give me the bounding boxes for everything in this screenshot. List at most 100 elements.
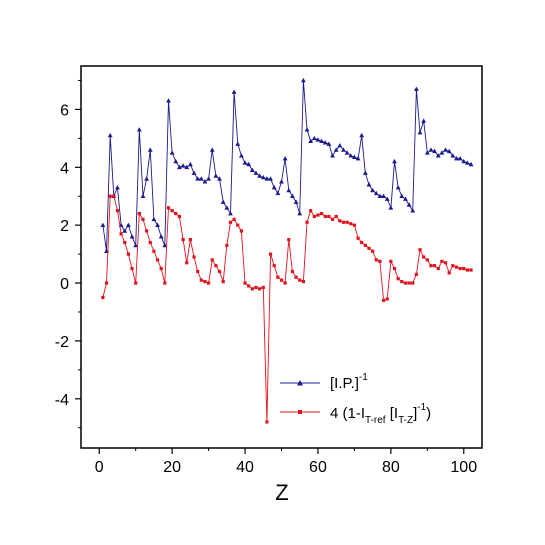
data-point <box>384 196 390 201</box>
data-point <box>414 272 418 276</box>
data-point <box>312 214 316 219</box>
data-point <box>276 275 280 279</box>
y-tick-label: 6 <box>60 102 69 119</box>
data-point <box>311 135 317 141</box>
data-point <box>465 268 470 272</box>
data-point <box>388 205 394 210</box>
data-point <box>359 132 365 138</box>
data-point <box>202 179 208 184</box>
data-point <box>330 153 335 158</box>
data-point <box>159 266 163 271</box>
data-point <box>217 269 222 274</box>
data-point <box>392 266 397 271</box>
legend-marker-triangle <box>297 380 303 386</box>
data-point <box>300 77 306 83</box>
data-point <box>374 258 378 262</box>
data-point <box>392 158 397 164</box>
data-point <box>439 150 445 155</box>
data-point <box>363 243 367 248</box>
data-point <box>199 278 203 282</box>
data-point <box>235 141 241 146</box>
data-point <box>206 281 211 285</box>
data-point <box>174 211 178 216</box>
data-point <box>407 281 411 285</box>
data-point <box>271 184 277 190</box>
data-point <box>181 238 185 242</box>
data-point <box>457 156 463 161</box>
data-point <box>243 281 247 285</box>
data-point <box>112 194 116 198</box>
data-point <box>424 150 430 155</box>
y-tick-label: 4 <box>60 160 69 177</box>
data-point <box>283 281 287 285</box>
data-point <box>155 258 160 262</box>
data-point <box>341 147 346 152</box>
data-point <box>254 285 258 289</box>
data-point <box>323 214 327 219</box>
data-point <box>173 158 179 164</box>
data-point <box>458 266 462 271</box>
data-point <box>366 182 372 187</box>
data-point <box>210 258 214 262</box>
data-point <box>180 163 186 168</box>
data-point <box>421 118 427 123</box>
data-point <box>465 160 470 165</box>
data-point <box>232 217 236 221</box>
data-point <box>287 238 291 242</box>
data-point <box>327 214 331 219</box>
data-point <box>443 147 448 152</box>
data-point <box>417 129 423 135</box>
data-point <box>169 150 175 155</box>
data-point <box>257 173 263 178</box>
data-point <box>338 219 342 223</box>
data-point <box>349 222 353 226</box>
data-point <box>422 255 426 259</box>
data-point <box>147 147 153 152</box>
x-tick-label: 100 <box>450 459 477 476</box>
data-point <box>316 213 320 217</box>
data-point <box>220 199 226 204</box>
data-point <box>268 252 273 256</box>
data-point <box>345 220 349 224</box>
data-point <box>308 138 314 144</box>
data-point <box>446 148 452 154</box>
data-point <box>258 287 262 291</box>
data-point <box>177 214 182 219</box>
y-tick-label: -2 <box>55 334 69 351</box>
data-point <box>320 211 324 216</box>
data-point <box>297 210 303 216</box>
data-point <box>377 193 383 199</box>
data-point <box>119 232 123 236</box>
data-point <box>334 214 338 219</box>
y-tick-label: -4 <box>55 392 69 409</box>
data-point <box>304 127 310 132</box>
data-point <box>367 246 371 250</box>
data-point <box>411 281 415 285</box>
data-point <box>198 176 204 181</box>
data-point <box>373 190 379 196</box>
data-point <box>166 206 171 210</box>
data-point <box>253 170 259 175</box>
data-point <box>429 264 433 268</box>
data-point <box>144 176 150 181</box>
data-point <box>115 184 120 190</box>
data-point <box>217 176 222 181</box>
data-point <box>265 420 269 424</box>
data-point <box>231 89 237 94</box>
data-point <box>177 164 182 170</box>
data-point <box>214 264 218 268</box>
y-tick-label: 2 <box>60 218 69 235</box>
data-point <box>187 161 193 167</box>
data-point <box>151 216 157 222</box>
data-point <box>282 156 288 161</box>
data-point <box>425 258 429 262</box>
data-point <box>395 184 401 190</box>
x-tick-label: 60 <box>309 459 327 476</box>
data-point <box>123 240 127 245</box>
data-point <box>195 176 201 181</box>
series-0 <box>100 77 474 254</box>
data-point <box>403 281 408 285</box>
data-point <box>236 223 240 227</box>
x-axis-label: Z <box>275 480 288 505</box>
data-point <box>418 248 422 252</box>
